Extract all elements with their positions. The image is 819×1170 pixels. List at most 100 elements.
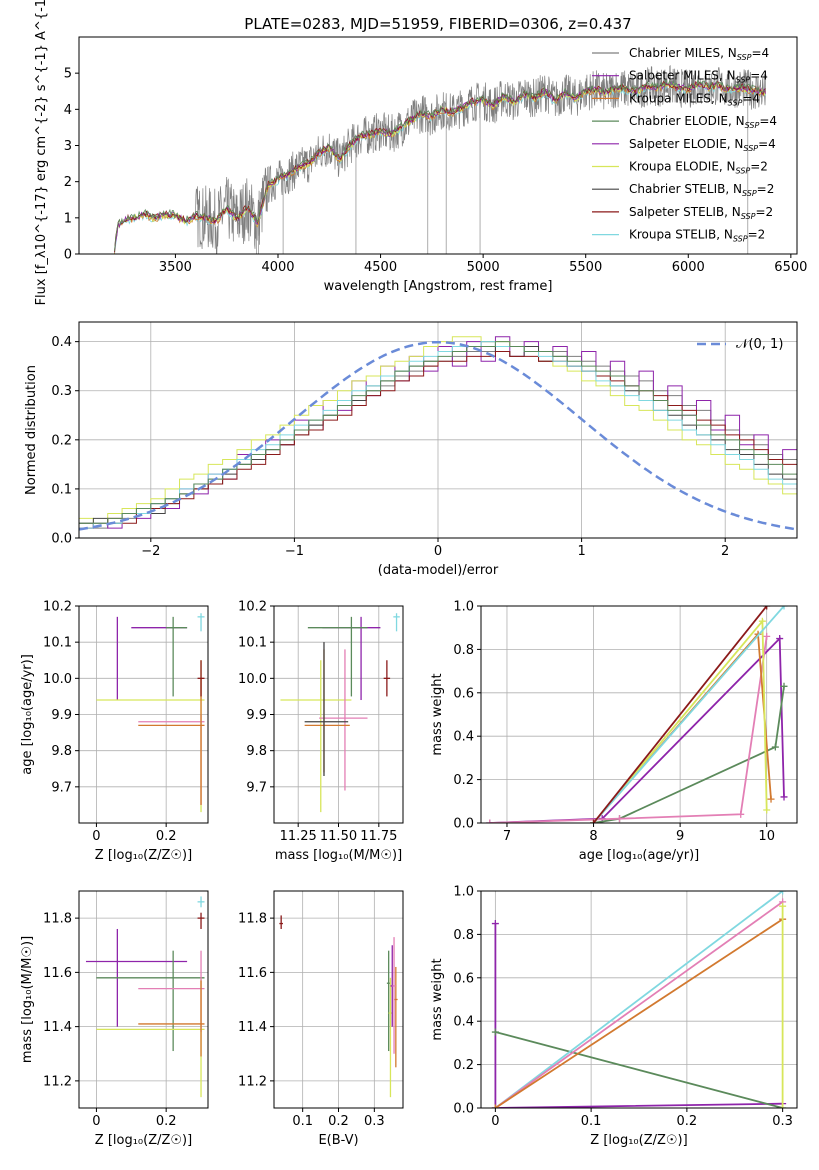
weight-marker <box>616 815 624 823</box>
weight-marker <box>776 635 784 643</box>
x-axis-label: Z [log₁₀(Z/Z☉)] <box>590 1133 687 1148</box>
x-tick-label: 6000 <box>672 260 705 275</box>
x-axis-label: mass [log₁₀(M/M☉)] <box>275 848 402 863</box>
x-tick-label: 7 <box>503 829 511 844</box>
axes-frame <box>480 605 798 824</box>
y-tick-label: 10.0 <box>43 672 72 687</box>
age-vs-mass-points <box>280 613 400 813</box>
weight-line <box>489 636 785 823</box>
x-axis-label: (data-model)/error <box>378 563 499 578</box>
x-axis-label: Z [log₁₀(Z/Z☉)] <box>95 1133 192 1148</box>
x-tick-label: −1 <box>285 544 304 559</box>
y-tick-label: 4 <box>64 103 72 118</box>
x-axis-label: E(B-V) <box>318 1133 358 1148</box>
weight-marker <box>780 793 788 801</box>
legend-entry: Salpeter ELODIE, NSSP=4 <box>629 137 776 153</box>
y-tick-label: 9.8 <box>51 744 72 759</box>
weight-line <box>494 923 783 1108</box>
weight-marker <box>780 682 788 690</box>
weight-marker <box>779 902 787 910</box>
y-tick-label: 0.6 <box>453 686 474 701</box>
histogram-series <box>79 336 797 538</box>
y-axis-label: age [log₁₀(age/yr)] <box>20 654 35 775</box>
y-axis-label: Flux [f_λ10^{-17} erg cm^{-2} s^{-1} A^{… <box>34 0 49 305</box>
axes-frame <box>480 890 798 1109</box>
weight-marker <box>779 891 787 895</box>
x-axis-label: wavelength [Angstrom, rest frame] <box>324 279 553 294</box>
y-tick-label: 11.2 <box>43 1074 72 1089</box>
x-tick-label: 5000 <box>467 260 500 275</box>
axes-frame <box>273 605 404 824</box>
weight-vs-Z-panel: 0 0.1 0.2 0.3 0.0 0.2 0.4 0.6 0.8 1.0 Z [log₁₀(Z/Z… <box>430 885 798 1148</box>
y-tick-label: 0.2 <box>453 1058 474 1073</box>
axes-frame <box>78 605 209 824</box>
weight-marker <box>758 617 766 625</box>
weight-marker <box>491 1104 499 1108</box>
x-tick-label: 10 <box>758 829 775 844</box>
x-tick-label: 0 <box>92 829 100 844</box>
x-tick-label: 0 <box>434 544 442 559</box>
y-tick-label: 10.2 <box>238 600 267 615</box>
weight-line <box>494 891 784 1108</box>
y-tick-label: 0.0 <box>453 817 474 832</box>
x-axis-label: Z [log₁₀(Z/Z☉)] <box>95 848 192 863</box>
x-tick-label: 2 <box>721 544 729 559</box>
y-axis-label: mass [log₁₀(M/M☉)] <box>20 936 35 1063</box>
y-tick-label: 11.4 <box>43 1020 72 1035</box>
weight-vs-age-series <box>486 606 788 823</box>
y-axis-label: Normed distribution <box>24 365 39 495</box>
mass-vs-Z-points <box>85 896 205 1098</box>
y-tick-label: 3 <box>64 139 72 154</box>
residuals-panel: −2 −1 0 1 2 0.0 0.1 0.2 0.3 0.4 (data-model)/error… <box>24 321 798 578</box>
y-tick-label: 0.8 <box>453 928 474 943</box>
y-tick-label: 1.0 <box>453 600 474 615</box>
y-tick-label: 0.0 <box>51 532 72 547</box>
legend-entry: Salpeter MILES, NSSP=4 <box>629 69 768 85</box>
weight-marker <box>491 920 499 928</box>
histogram-series <box>79 336 797 538</box>
y-tick-label: 0.4 <box>51 335 72 350</box>
legend-entry: Chabrier STELIB, NSSP=2 <box>629 182 774 198</box>
weight-marker <box>771 743 779 751</box>
x-tick-label: 4000 <box>261 260 294 275</box>
x-tick-label: 11.50 <box>320 829 357 844</box>
figure-title: PLATE=0283, MJD=51959, FIBERID=0306, z=0… <box>244 15 631 33</box>
y-tick-label: 11.6 <box>238 966 267 981</box>
y-tick-label: 0.0 <box>453 1102 474 1117</box>
x-tick-label: 0 <box>491 1114 499 1129</box>
x-tick-label: 0.3 <box>772 1114 793 1129</box>
y-tick-label: 0.3 <box>51 384 72 399</box>
weight-marker <box>779 1104 787 1108</box>
y-axis-label: mass weight <box>430 673 445 755</box>
y-tick-label: 0.4 <box>453 1015 474 1030</box>
weight-marker <box>737 810 745 818</box>
axes-frame <box>78 36 798 255</box>
y-tick-label: 5 <box>64 67 72 82</box>
weight-line <box>494 901 784 1108</box>
x-tick-label: 3500 <box>159 260 192 275</box>
weight-vs-Z-series <box>491 891 787 1108</box>
y-tick-label: 0.2 <box>453 773 474 788</box>
x-tick-label: 0.2 <box>156 1114 177 1129</box>
weight-line <box>592 606 768 823</box>
x-tick-label: 0.2 <box>156 829 177 844</box>
histograms <box>79 336 797 538</box>
age-vs-Z-panel: 0 0.2 9.7 9.8 9.9 10.0 10.1 10.2 Z [log₁₀(Z/Z☉)]… <box>20 600 209 863</box>
weight-marker <box>763 606 771 610</box>
x-tick-label: 0.1 <box>581 1114 602 1129</box>
spectrum-model-line <box>114 79 766 252</box>
age-vs-Z-points <box>96 613 205 813</box>
y-tick-label: 10.0 <box>238 672 267 687</box>
spectrum-legend: Chabrier MILES, NSSP=4 Salpeter MILES, NS… <box>592 46 777 244</box>
x-tick-label: 5500 <box>569 260 602 275</box>
x-axis-label: age [log₁₀(age/yr)] <box>579 848 700 863</box>
weight-marker <box>590 819 598 823</box>
y-tick-label: 1 <box>64 211 72 226</box>
legend-entry: Kroupa ELODIE, NSSP=2 <box>629 160 768 176</box>
y-tick-label: 9.7 <box>246 780 267 795</box>
y-tick-label: 0.8 <box>453 643 474 658</box>
x-tick-label: 11.25 <box>280 829 317 844</box>
x-tick-label: 0.3 <box>364 1114 385 1129</box>
legend-entry: Salpeter STELIB, NSSP=2 <box>629 205 773 221</box>
